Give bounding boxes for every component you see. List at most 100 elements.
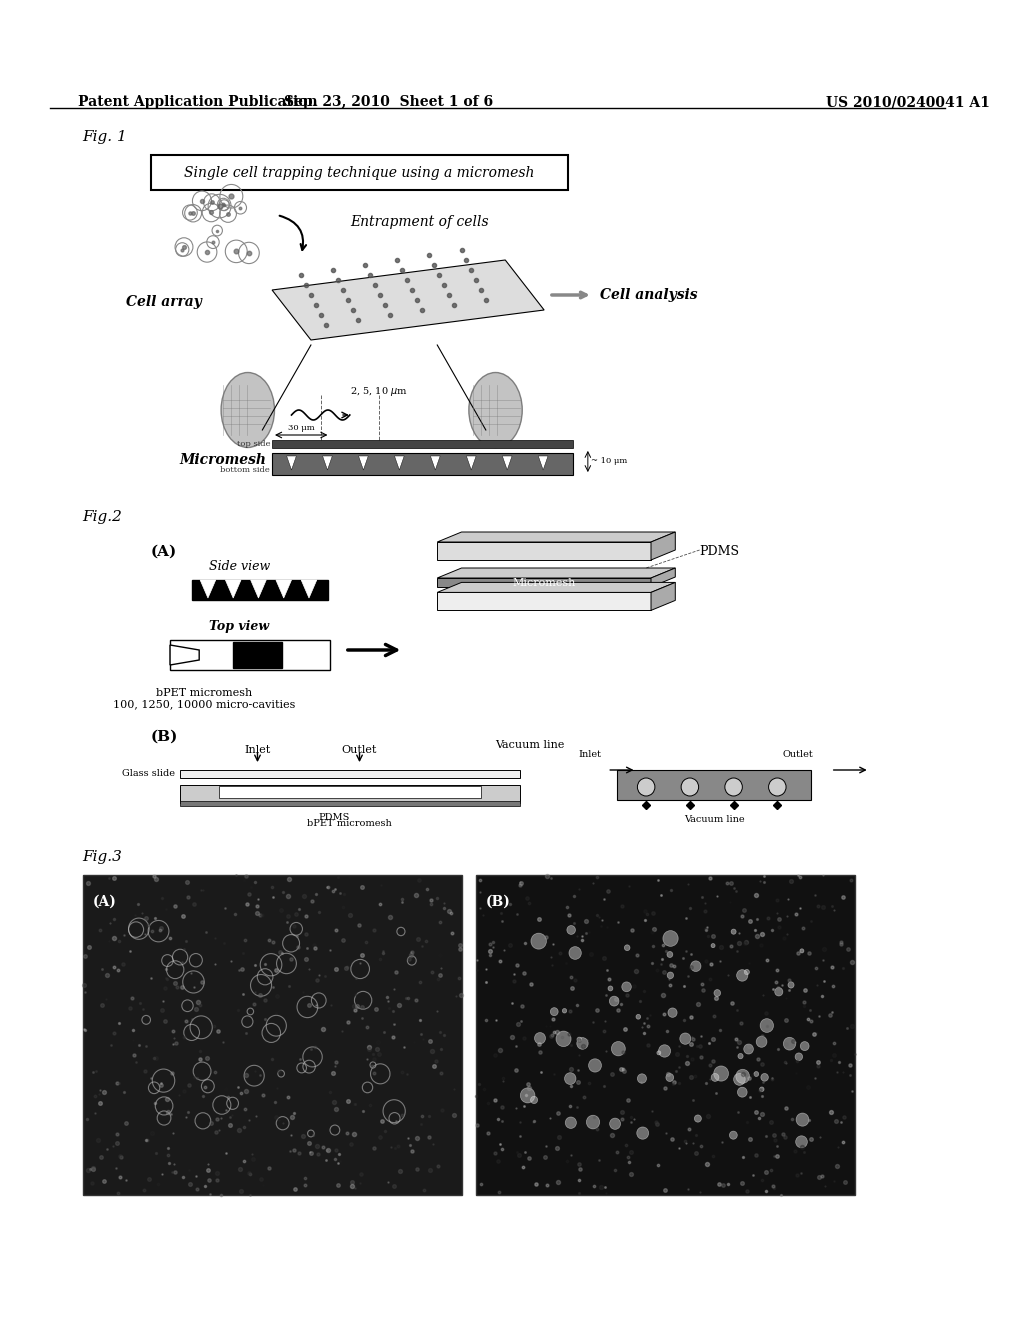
Circle shape	[530, 1097, 538, 1104]
Text: top side: top side	[237, 440, 270, 447]
Bar	[272, 453, 573, 475]
Text: bPET micromesh
100, 1250, 10000 micro-cavities: bPET micromesh 100, 1250, 10000 micro-ca…	[113, 688, 295, 710]
Circle shape	[775, 987, 782, 997]
Circle shape	[609, 1118, 621, 1130]
Bar	[233, 642, 282, 668]
Text: bottom side: bottom side	[220, 466, 270, 474]
Polygon shape	[651, 582, 675, 610]
Circle shape	[656, 1051, 660, 1055]
Circle shape	[731, 929, 736, 935]
Circle shape	[577, 1038, 582, 1041]
Circle shape	[658, 1044, 671, 1057]
Circle shape	[725, 777, 742, 796]
Polygon shape	[437, 578, 651, 587]
Bar	[476, 875, 855, 1195]
Circle shape	[760, 1086, 764, 1092]
Bar	[180, 770, 520, 777]
Circle shape	[744, 969, 750, 974]
Text: Glass slide: Glass slide	[122, 770, 175, 779]
Circle shape	[711, 944, 715, 948]
Circle shape	[666, 1073, 674, 1081]
Circle shape	[795, 1053, 803, 1061]
Text: Side view: Side view	[209, 560, 270, 573]
Polygon shape	[437, 582, 675, 593]
Circle shape	[787, 982, 794, 989]
Text: Micromesh: Micromesh	[180, 453, 267, 467]
Polygon shape	[651, 568, 675, 587]
Polygon shape	[466, 455, 476, 470]
Bar	[151, 154, 568, 190]
Circle shape	[783, 1038, 796, 1051]
Text: Fig.2: Fig.2	[83, 510, 123, 524]
Circle shape	[733, 1073, 745, 1085]
Polygon shape	[437, 593, 651, 610]
Text: 2, 5, 10 $\mu$m: 2, 5, 10 $\mu$m	[350, 385, 408, 399]
Circle shape	[564, 1073, 575, 1085]
Circle shape	[611, 1041, 626, 1056]
Text: Patent Application Publication: Patent Application Publication	[78, 95, 317, 110]
Circle shape	[663, 931, 678, 946]
Circle shape	[609, 997, 618, 1006]
Circle shape	[711, 1073, 719, 1081]
Circle shape	[608, 986, 613, 991]
Text: Cell array: Cell array	[126, 294, 202, 309]
Circle shape	[736, 1069, 750, 1084]
Circle shape	[577, 1038, 588, 1049]
Circle shape	[520, 1088, 535, 1104]
Polygon shape	[430, 455, 440, 470]
Text: Fig. 1: Fig. 1	[83, 129, 127, 144]
Circle shape	[800, 949, 804, 953]
Circle shape	[556, 1031, 571, 1047]
Circle shape	[801, 1041, 809, 1051]
Circle shape	[562, 1008, 566, 1012]
Circle shape	[637, 777, 655, 796]
Bar	[180, 801, 520, 807]
Circle shape	[569, 946, 582, 960]
Circle shape	[535, 1032, 546, 1044]
Text: PDMS: PDMS	[318, 813, 350, 822]
Circle shape	[668, 1008, 677, 1018]
Text: bPET micromesh: bPET micromesh	[307, 818, 392, 828]
Text: Micromesh: Micromesh	[512, 578, 575, 589]
Circle shape	[760, 1019, 773, 1032]
Polygon shape	[437, 543, 651, 560]
Text: (B): (B)	[485, 895, 511, 909]
Ellipse shape	[469, 372, 522, 447]
Circle shape	[714, 990, 721, 997]
Text: Outlet: Outlet	[782, 750, 813, 759]
Text: Single cell trapping technique using a micromesh: Single cell trapping technique using a m…	[184, 165, 535, 180]
Text: US 2010/0240041 A1: US 2010/0240041 A1	[826, 95, 990, 110]
Circle shape	[714, 1067, 728, 1081]
Text: Outlet: Outlet	[342, 744, 377, 755]
Text: Vacuum line: Vacuum line	[684, 814, 744, 824]
Polygon shape	[225, 579, 241, 598]
Polygon shape	[323, 455, 333, 470]
Circle shape	[729, 1131, 737, 1139]
Bar	[170, 640, 331, 671]
Circle shape	[754, 1072, 759, 1077]
Text: Vacuum line: Vacuum line	[496, 741, 565, 750]
Circle shape	[737, 1088, 748, 1097]
Circle shape	[622, 982, 632, 991]
Circle shape	[550, 1007, 558, 1015]
Text: Inlet: Inlet	[245, 744, 270, 755]
Polygon shape	[272, 260, 544, 341]
Text: ~ 10 μm: ~ 10 μm	[591, 457, 627, 465]
Circle shape	[769, 777, 786, 796]
Polygon shape	[275, 579, 292, 598]
Bar	[193, 579, 329, 601]
Bar	[83, 875, 462, 1195]
Text: (A): (A)	[92, 895, 116, 909]
Polygon shape	[358, 455, 369, 470]
Text: 30 μm: 30 μm	[288, 424, 314, 432]
Polygon shape	[170, 645, 200, 665]
Circle shape	[756, 1036, 767, 1047]
Polygon shape	[503, 455, 512, 470]
Circle shape	[567, 925, 575, 935]
Circle shape	[625, 945, 630, 950]
Polygon shape	[301, 579, 316, 598]
Circle shape	[796, 1135, 807, 1148]
Circle shape	[636, 1014, 641, 1019]
Circle shape	[694, 1115, 701, 1122]
Text: Fig.3: Fig.3	[83, 850, 123, 865]
